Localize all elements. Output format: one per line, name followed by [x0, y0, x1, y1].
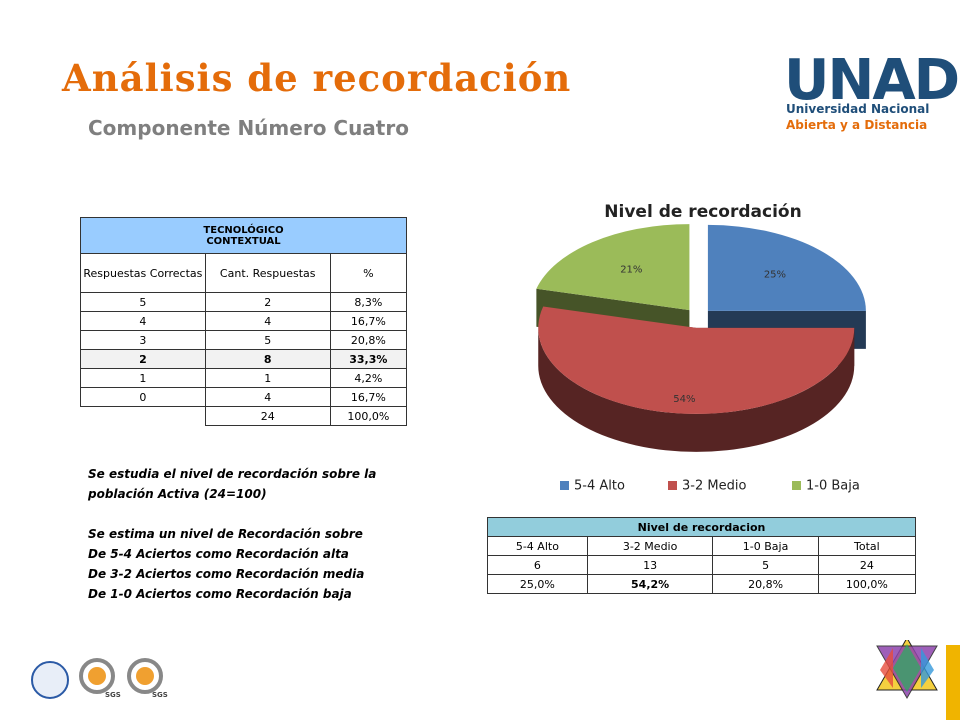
logo-line: Universidad Nacional: [786, 102, 930, 116]
title: Análisis de recordación: [62, 56, 572, 100]
legend-label: 1-0 Baja: [806, 479, 860, 494]
data-row: 3 5 20,8%: [80, 330, 408, 350]
cell: 5: [204, 330, 331, 350]
cell: 16,7%: [329, 387, 408, 407]
legend-label: 5-4 Alto: [574, 479, 625, 494]
star: [893, 644, 921, 692]
legend-label: 3-2 Medio: [682, 479, 746, 494]
logo-name: UNAD: [784, 48, 960, 113]
cell: 25,0%: [487, 574, 588, 594]
column-header: 5-4 Alto: [487, 536, 588, 556]
data-row: 25,0% 54,2% 20,8% 100,0%: [487, 574, 917, 594]
column-row: 5-4 Alto 3-2 Medio 1-0 Baja Total: [487, 536, 917, 556]
header-line: TECNOLÓGICO: [203, 224, 284, 236]
data-row: 5 2 8,3%: [80, 292, 408, 312]
cell: 2: [80, 349, 206, 369]
cell: 6: [487, 555, 588, 575]
subtitle: Componente Número Cuatro: [88, 116, 409, 140]
cell: 20,8%: [329, 330, 408, 350]
data-label: 54%: [673, 394, 695, 405]
cell: 4,2%: [329, 368, 408, 388]
column-header: Total: [817, 536, 917, 556]
star: [921, 648, 934, 688]
cell: 0: [80, 387, 206, 407]
logo-text: SGS: [152, 691, 168, 699]
logo: [136, 667, 154, 685]
cell: 1: [204, 368, 331, 388]
total-cell: 24: [204, 406, 331, 426]
data-row: 1 1 4,2%: [80, 368, 408, 388]
cell: 100,0%: [817, 574, 917, 594]
recall-table: TECNOLÓGICO CONTEXTUAL Respuestas Correcta…: [80, 217, 408, 426]
column-row: Respuestas Correctas Cant. Respuestas%: [80, 253, 408, 293]
cell: 20,8%: [712, 574, 819, 594]
footer-logos: SGS SGS: [31, 640, 960, 720]
cell: 3: [80, 330, 206, 350]
column-header: 3-2 Medio: [586, 536, 714, 556]
logo-text: SGS: [105, 691, 121, 699]
star: [880, 648, 893, 688]
cell: 5: [80, 292, 206, 312]
legend-swatch: [668, 481, 677, 490]
note-line: Se estima un nivel de Recordación sobre: [88, 527, 363, 541]
note-line: De 1-0 Aciertos como Recordación baja: [88, 587, 352, 601]
logo: [31, 661, 69, 699]
logo-line: Abierta y a Distancia: [786, 118, 928, 132]
column-header: Cant. Respuestas: [204, 253, 331, 293]
data-label: 21%: [620, 264, 642, 275]
cell: 16,7%: [329, 311, 408, 331]
cell: 4: [80, 311, 206, 331]
cell: 8: [204, 349, 331, 369]
data-row: 2 8 33,3%: [80, 349, 408, 369]
unad-logo: UNAD Universidad Nacional Abierta y a Di…: [784, 36, 960, 136]
cell: 1: [80, 368, 206, 388]
data-row: 0 4 16,7%: [80, 387, 408, 407]
cell: 8,3%: [329, 292, 408, 312]
note-line: De 5-4 Aciertos como Recordación alta: [88, 547, 349, 561]
chart-title: Nivel de recordación: [604, 202, 801, 222]
cell: 2: [204, 292, 331, 312]
slice: [536, 224, 690, 311]
column-header: Respuestas Correctas: [80, 253, 206, 293]
title-cell: Nivel de recordacion: [487, 517, 916, 537]
data-row: 6 13 5 24: [487, 555, 917, 575]
legend-swatch: [792, 481, 801, 490]
pie-chart: Nivel de recordación 25% 54% 21% 5-4 Alto 3-…: [536, 202, 866, 494]
blank-cell: [81, 407, 206, 426]
cell: 5: [712, 555, 819, 575]
column-header: 1-0 Baja: [712, 536, 819, 556]
note: Se estudia el nivel de recordación sobre…: [88, 467, 377, 501]
slice: [538, 306, 855, 414]
legend-swatch: [560, 481, 569, 490]
accent-bar: [946, 645, 960, 720]
logo: [88, 667, 106, 685]
cell: 13: [586, 555, 714, 575]
total-cell: 100,0%: [329, 406, 408, 426]
data-label: 25%: [764, 269, 786, 280]
cell: 4: [204, 311, 331, 331]
notes: Se estudia el nivel de recordación sobre…: [88, 464, 383, 604]
note-line: De 3-2 Aciertos como Recordación media: [88, 567, 365, 581]
summary-table: Nivel de recordacion 5-4 Alto 3-2 Medio 1-0…: [487, 517, 917, 594]
slice: [707, 224, 866, 311]
column-header: %: [329, 253, 408, 293]
cell: 4: [204, 387, 331, 407]
header-line: CONTEXTUAL: [206, 235, 281, 247]
title-row: Nivel de recordacion: [487, 517, 916, 537]
cell: 24: [817, 555, 917, 575]
note-list: Se estima un nivel de Recordación sobre D…: [88, 524, 383, 604]
data-row: 4 4 16,7%: [80, 311, 408, 331]
cell: 33,3%: [329, 349, 408, 369]
cell: 54,2%: [586, 574, 714, 594]
header-cell: TECNOLÓGICO CONTEXTUAL: [80, 217, 407, 254]
total-row: 24 100,0%: [81, 406, 408, 426]
slice-edge: [538, 327, 855, 452]
header-row: TECNOLÓGICO CONTEXTUAL: [80, 217, 407, 254]
